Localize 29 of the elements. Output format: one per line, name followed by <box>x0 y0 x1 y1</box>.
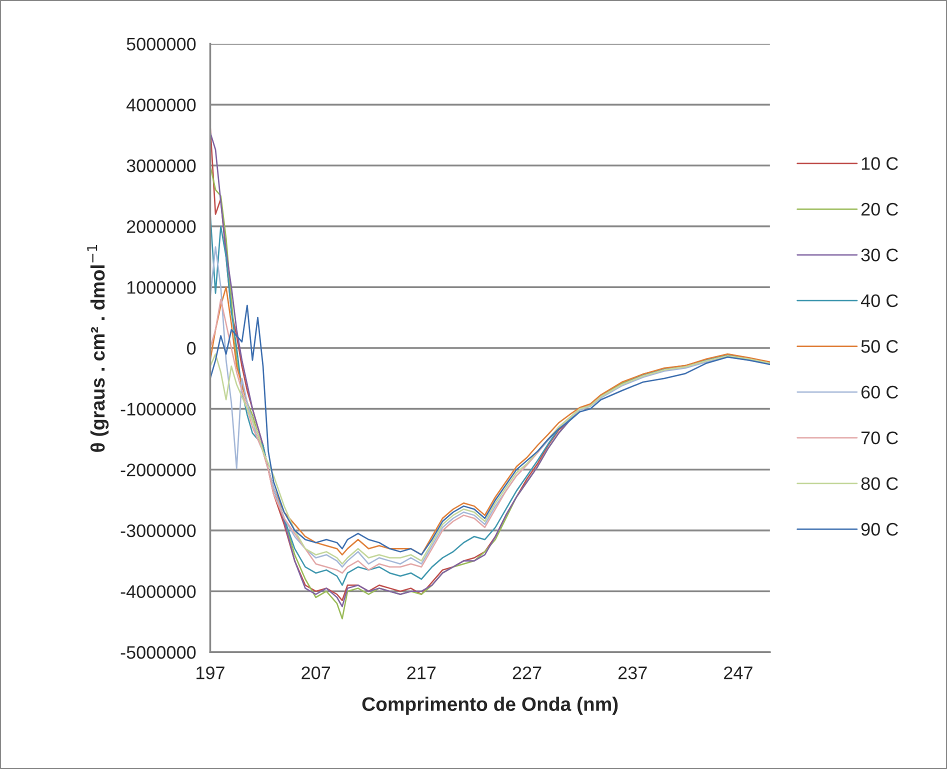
x-tick-label: 207 <box>302 666 330 680</box>
legend-label: 90 C <box>861 522 898 536</box>
y-tick-label: 1000000 <box>127 281 196 294</box>
y-tick-label: 4000000 <box>126 98 196 112</box>
y-tick-label: -3000000 <box>120 524 196 538</box>
legend-label: 30 C <box>861 248 898 262</box>
y-tick-label: 0 <box>187 342 196 355</box>
legend-label: 20 C <box>861 202 898 216</box>
legend-label: 10 C <box>862 157 898 170</box>
legend-label: 40 C <box>860 294 898 308</box>
y-tick-label: 3000000 <box>126 159 196 172</box>
legend-label: 70 C <box>861 431 898 444</box>
x-tick-label: 247 <box>724 666 752 680</box>
legend-label: 80 C <box>861 477 898 490</box>
x-tick-label: 227 <box>512 666 542 680</box>
y-tick-label: -2000000 <box>120 464 196 476</box>
x-tick-label: 197 <box>196 666 224 680</box>
legend-label: 50 C <box>861 340 898 353</box>
y-tick-label: -5000000 <box>120 646 196 659</box>
y-tick-label: -1000000 <box>120 402 196 416</box>
x-axis-title: Comprimento de Onda (nm) <box>362 696 618 715</box>
legend-label: 60 C <box>861 386 898 399</box>
x-tick-label: 237 <box>618 666 647 680</box>
x-tick-label: 217 <box>407 666 436 680</box>
y-axis-title: θ (graus . cm² . dmol$^{−1}$ <box>87 245 109 452</box>
line-series <box>210 353 770 565</box>
y-tick-label: -4000000 <box>120 585 196 598</box>
y-tick-label: 5000000 <box>126 38 196 51</box>
y-tick-label: 2000000 <box>126 220 196 234</box>
